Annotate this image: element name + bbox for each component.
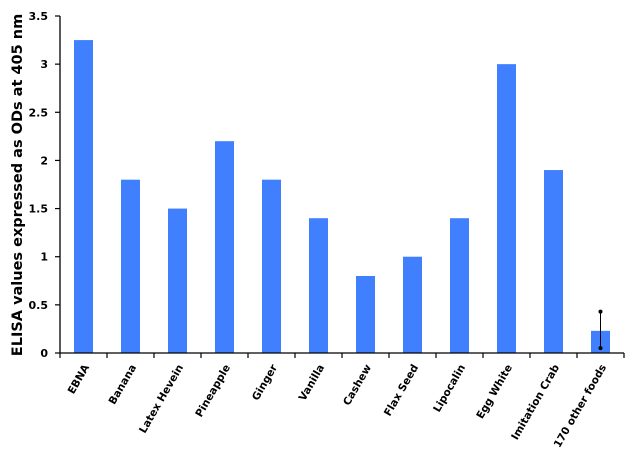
bar bbox=[215, 141, 234, 353]
y-tick-label: 3 bbox=[40, 58, 48, 71]
error-bar-cap bbox=[598, 346, 603, 351]
x-category-label: Cashew bbox=[341, 362, 374, 408]
x-category-label: Vanilla bbox=[297, 363, 327, 404]
bar bbox=[74, 40, 93, 353]
bar bbox=[121, 179, 140, 353]
x-category-label: Banana bbox=[107, 363, 140, 407]
x-category-label: Imitation Crab bbox=[509, 362, 562, 442]
x-category-label: Egg White bbox=[474, 363, 515, 422]
bar bbox=[450, 218, 469, 353]
bar bbox=[309, 218, 328, 353]
x-category-label: Flax Seed bbox=[382, 363, 421, 419]
error-bar-cap bbox=[598, 309, 603, 314]
y-axis-title: ELISA values expressed as ODs at 405 nm bbox=[10, 14, 26, 356]
x-category-label: Lipocalin bbox=[431, 363, 468, 415]
bar bbox=[168, 208, 187, 353]
x-category-label: Latex Hevein bbox=[137, 363, 186, 436]
y-tick-label: 0.5 bbox=[29, 299, 49, 312]
x-category-label: EBNA bbox=[66, 362, 93, 397]
y-tick-label: 1.5 bbox=[29, 203, 49, 216]
y-tick-label: 2.5 bbox=[29, 106, 49, 119]
y-tick-label: 1 bbox=[40, 251, 48, 264]
x-category-label: 170 other foods bbox=[552, 363, 609, 450]
bar bbox=[497, 64, 516, 354]
y-tick-label: 0 bbox=[40, 347, 48, 360]
bar bbox=[356, 275, 375, 353]
y-tick-label: 2 bbox=[40, 154, 48, 167]
bar bbox=[262, 179, 281, 353]
x-category-label: Pineapple bbox=[193, 363, 233, 420]
y-tick-label: 3.5 bbox=[29, 10, 49, 23]
bar bbox=[544, 170, 563, 353]
bar bbox=[403, 256, 422, 353]
x-category-label: Ginger bbox=[250, 362, 281, 403]
